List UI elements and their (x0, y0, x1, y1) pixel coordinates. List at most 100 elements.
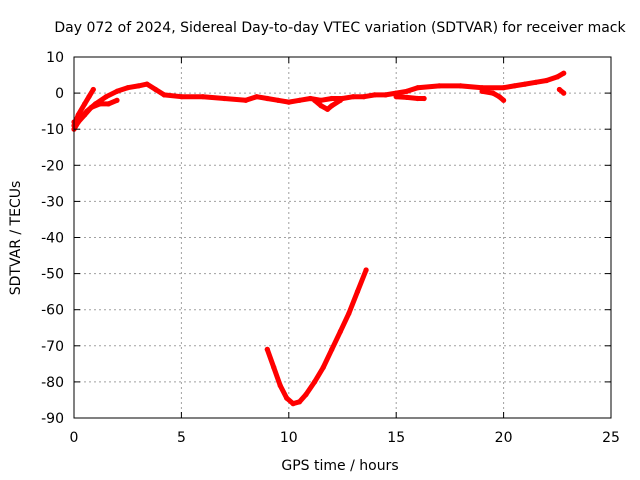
data-point (312, 97, 318, 103)
data-point (82, 101, 88, 107)
y-tick-label: 10 (46, 50, 64, 66)
data-point (479, 88, 485, 94)
x-tick-label: 15 (387, 430, 405, 446)
y-tick-label: -90 (41, 411, 64, 427)
data-point (496, 94, 502, 100)
data-point (296, 97, 303, 103)
data-point (501, 85, 507, 91)
data-point (337, 97, 343, 103)
x-tick-label: 0 (70, 430, 79, 446)
data-point (221, 95, 227, 102)
y-tick-label: -60 (41, 303, 64, 319)
data-point (90, 86, 96, 93)
data-point (153, 86, 159, 93)
data-point (82, 112, 88, 118)
data-point (361, 94, 367, 100)
data-point (346, 310, 352, 316)
x-tick-label: 10 (280, 430, 298, 446)
data-point (303, 391, 309, 398)
data-point (561, 90, 567, 96)
data-point (561, 70, 567, 76)
series-line (71, 70, 567, 125)
series-line (479, 88, 507, 103)
data-point (501, 97, 507, 103)
data-point (522, 81, 528, 87)
series-line (393, 94, 427, 101)
data-point (533, 79, 539, 85)
data-point (329, 346, 335, 352)
data-point (254, 94, 260, 100)
data-point (114, 88, 120, 94)
data-point (105, 101, 111, 107)
data-point (511, 83, 517, 89)
data-point (329, 103, 335, 109)
series-late-branch (479, 88, 507, 103)
data-point (329, 95, 335, 102)
data-point (556, 86, 563, 93)
data-point (554, 74, 560, 80)
data-point (135, 83, 141, 89)
data-point (354, 289, 361, 295)
data-point (114, 97, 120, 103)
data-point (372, 92, 378, 98)
y-tick-label: -50 (41, 267, 64, 283)
chart-title: Day 072 of 2024, Sidereal Day-to-day VTE… (54, 20, 626, 36)
data-point (382, 92, 389, 98)
x-tick-label: 20 (495, 430, 513, 446)
series-early-rise (71, 86, 96, 129)
data-point (350, 94, 356, 100)
data-point (363, 267, 369, 273)
y-tick-label: -70 (41, 339, 64, 355)
data-point (97, 101, 103, 107)
x-axis-label: GPS time / hours (281, 458, 398, 474)
data-point (436, 83, 442, 89)
data-point (324, 106, 331, 112)
x-tick-label: 5 (177, 430, 186, 446)
data-point (178, 94, 184, 100)
data-point (125, 85, 131, 91)
data-point (320, 364, 326, 371)
x-tick-label: 25 (602, 430, 620, 446)
data-point (271, 364, 277, 371)
data-point (421, 95, 427, 102)
ticks: 0 5 10 15 20 25 10 0 -10 -20 -30 -40 -50 -60 -70 -80 -90 (41, 50, 620, 446)
data-point (415, 95, 421, 102)
data-point (312, 379, 318, 385)
y-tick-label: -30 (41, 194, 64, 210)
data-point (161, 92, 167, 98)
data-point (458, 83, 464, 89)
data-point (490, 90, 496, 96)
data-point (337, 328, 343, 334)
y-tick-label: -40 (41, 231, 64, 247)
data-point (286, 99, 292, 105)
series-dip-segment (312, 97, 343, 112)
data-point (275, 97, 281, 103)
data-point (75, 112, 81, 118)
data-point (86, 94, 92, 100)
data-point (296, 399, 303, 405)
data-point (277, 382, 283, 389)
data-point (290, 401, 296, 407)
y-tick-label: -10 (41, 122, 64, 138)
data-point (264, 95, 270, 102)
series-line (264, 267, 369, 407)
series-main-band (71, 70, 567, 125)
data-point (243, 97, 249, 103)
data-point (393, 94, 399, 100)
y-tick-label: 0 (55, 86, 64, 102)
series-late-end (556, 86, 567, 96)
data-point (404, 94, 410, 100)
data-series (71, 70, 567, 407)
data-point (415, 85, 421, 91)
data-point (318, 103, 324, 109)
series-deep-v (264, 267, 369, 407)
y-axis-label: SDTVAR / TECUs (8, 181, 24, 296)
data-point (544, 77, 550, 84)
series-tail-segment (393, 94, 427, 102)
data-point (264, 346, 270, 352)
data-point (307, 95, 313, 102)
data-point (404, 88, 410, 94)
data-point (88, 104, 94, 111)
y-tick-label: -80 (41, 375, 64, 391)
